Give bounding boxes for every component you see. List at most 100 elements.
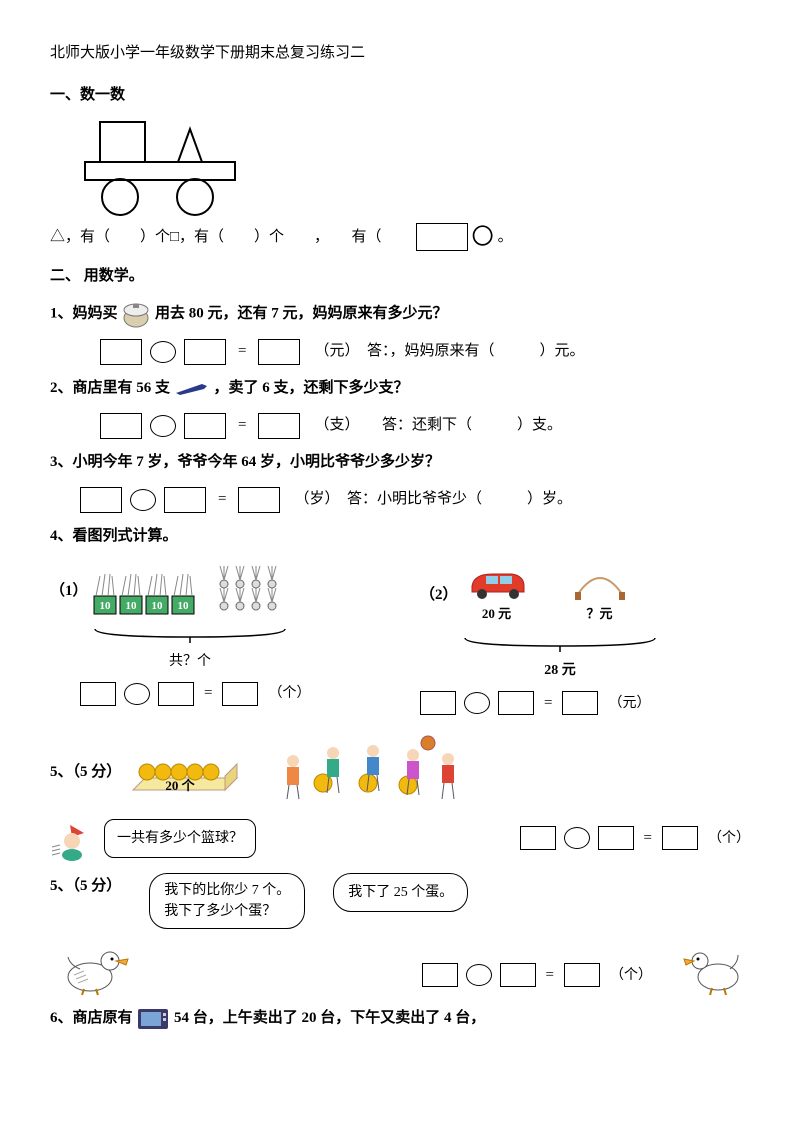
q5-bubble: 一共有多少个篮球？: [104, 819, 256, 858]
shuttlecock-bundles-icon: 10 10 10 10: [92, 566, 212, 616]
shuttlecock-loose-icon: [216, 566, 296, 616]
q2-equation: = （支） 答：还剩下（ ）支。: [100, 412, 750, 439]
q1-answer-text: （元） 答：，妈妈原来有（ ）元。: [314, 338, 584, 365]
q2-operand1[interactable]: [100, 413, 142, 439]
q3-operand2[interactable]: [164, 487, 206, 513]
q4-2-operator[interactable]: [464, 692, 490, 714]
q5b-label: 5、（5 分）: [50, 873, 121, 900]
s1-circle-glyph: 〇: [472, 226, 494, 248]
s1-fill-end: 。: [498, 224, 513, 251]
q5b-unit: （个）: [610, 963, 652, 988]
q4-2-res[interactable]: [562, 691, 598, 715]
q4-1-op2[interactable]: [158, 682, 194, 706]
svg-text:10: 10: [177, 600, 189, 612]
q4-1-operator[interactable]: [124, 683, 150, 705]
q4-1-equation: = （个）: [80, 680, 380, 707]
q4-2-label: （2）: [420, 582, 458, 609]
duck-left-icon: [50, 935, 130, 995]
q1-text-b: 用去 80 元，还有 7 元，妈妈原来有多少元？: [155, 305, 448, 321]
equals-sign: =: [546, 962, 554, 989]
doc-title: 北师大版小学一年级数学下册期末总复习练习二: [50, 40, 750, 67]
q4-1-label: （1）: [50, 578, 88, 605]
section2-heading: 二、 用数学。: [50, 263, 750, 290]
q5b-bubble1: 我下的比你少 7 个。 我下了多少个蛋？: [149, 873, 305, 929]
equals-sign: =: [238, 338, 246, 365]
q3-answer-text: （岁） 答：小明比爷爷少（ ）岁。: [294, 486, 572, 513]
q2-text-b: ，卖了 6 支，还剩下多少支？: [214, 380, 409, 396]
q5b-equation: = （个）: [422, 962, 652, 989]
children-playing-icon: [273, 733, 463, 813]
equals-sign: =: [204, 680, 212, 707]
q2-text-a: 2、商店里有 56 支: [50, 380, 170, 396]
q1-equation: = （元） 答：，妈妈原来有（ ）元。: [100, 338, 750, 365]
q3-equation: = （岁） 答：小明比爷爷少（ ）岁。: [80, 486, 750, 513]
q3-text: 3、小明今年 7 岁，爷爷今年 64 岁，小明比爷爷少多少岁？: [50, 449, 750, 476]
q5b-op2[interactable]: [500, 963, 536, 987]
q6: 6、商店原有 54 台，上午卖出了 20 台，下午又卖出了 4 台，: [50, 1005, 750, 1032]
q1-operator[interactable]: [150, 341, 176, 363]
svg-text:10: 10: [125, 600, 137, 612]
q5b: 5、（5 分） 我下的比你少 7 个。 我下了多少个蛋？ 我下了 25 个蛋。: [50, 873, 750, 995]
q4-1-op1[interactable]: [80, 682, 116, 706]
q5b-bubble2: 我下了 25 个蛋。: [333, 873, 468, 912]
q5b-operator[interactable]: [466, 964, 492, 986]
q2-result[interactable]: [258, 413, 300, 439]
q5: 5、（5 分） 20 个: [50, 733, 750, 863]
svg-text:10: 10: [151, 600, 163, 612]
q1: 1、妈妈买 用去 80 元，还有 7 元，妈妈原来有多少元？: [50, 300, 750, 328]
q3-result[interactable]: [238, 487, 280, 513]
q4-2-op1[interactable]: [420, 691, 456, 715]
rice-cooker-icon: [121, 300, 151, 328]
equals-sign: =: [238, 412, 246, 439]
q4-1-brace: 共？个: [90, 622, 380, 674]
pen-icon: [174, 375, 210, 402]
q2-answer-text: （支） 答：还剩下（ ）支。: [314, 412, 562, 439]
q5b-op1[interactable]: [422, 963, 458, 987]
equals-sign: =: [544, 690, 552, 717]
q1-text-a: 1、妈妈买: [50, 305, 118, 321]
jumprope-icon: ？元: [570, 566, 630, 625]
q1-result[interactable]: [258, 339, 300, 365]
s1-fill-text: △，有（ ）个□，有（ ）个 ， 有（: [50, 224, 412, 251]
q2-operand2[interactable]: [184, 413, 226, 439]
q5-equation: = （个）: [520, 825, 750, 852]
q4-1-res[interactable]: [222, 682, 258, 706]
q4-1-unit: （个）: [268, 681, 310, 706]
svg-text:10: 10: [99, 600, 111, 612]
equals-sign: =: [644, 825, 652, 852]
q2-operator[interactable]: [150, 415, 176, 437]
q4-2-equation: = （元）: [420, 690, 750, 717]
q4-1: （1） 10 10 10 10: [50, 560, 380, 723]
elf-icon: [50, 819, 100, 863]
duck-right-icon: [680, 935, 750, 995]
q3-operand1[interactable]: [80, 487, 122, 513]
q5-res[interactable]: [662, 826, 698, 850]
s1-blank-box[interactable]: [416, 223, 468, 251]
ball-box-icon: 20 个: [125, 750, 245, 796]
section1-fill: △，有（ ）个□，有（ ）个 ， 有（ 〇 。: [50, 223, 750, 251]
tv-icon: [136, 1005, 170, 1032]
q4-heading: 4、看图列式计算。: [50, 523, 750, 550]
q6-text-a: 6、商店原有: [50, 1010, 133, 1026]
q5b-res[interactable]: [564, 963, 600, 987]
q4-2-op2[interactable]: [498, 691, 534, 715]
q6-text-b: 54 台，上午卖出了 20 台，下午又卖出了 4 台，: [174, 1010, 485, 1026]
q2: 2、商店里有 56 支 ，卖了 6 支，还剩下多少支？: [50, 375, 750, 402]
q4-row: （1） 10 10 10 10: [50, 560, 750, 723]
equals-sign: =: [218, 486, 226, 513]
q4-2-brace: 28 元: [460, 631, 750, 683]
q5-label: 5、（5 分）: [50, 759, 121, 786]
car-icon: 20 元: [462, 566, 532, 625]
q5-unit: （个）: [708, 826, 750, 851]
q4-2-unit: （元）: [608, 691, 650, 716]
section1-heading: 一、数一数: [50, 82, 750, 109]
svg-text:20 个: 20 个: [166, 778, 196, 793]
q4-2: （2） 20 元 ？元 28 元 =: [420, 560, 750, 723]
q5-operator[interactable]: [564, 827, 590, 849]
q1-operand2[interactable]: [184, 339, 226, 365]
q5-op1[interactable]: [520, 826, 556, 850]
truck-figure: [80, 117, 750, 217]
q1-operand1[interactable]: [100, 339, 142, 365]
q5-op2[interactable]: [598, 826, 634, 850]
q3-operator[interactable]: [130, 489, 156, 511]
